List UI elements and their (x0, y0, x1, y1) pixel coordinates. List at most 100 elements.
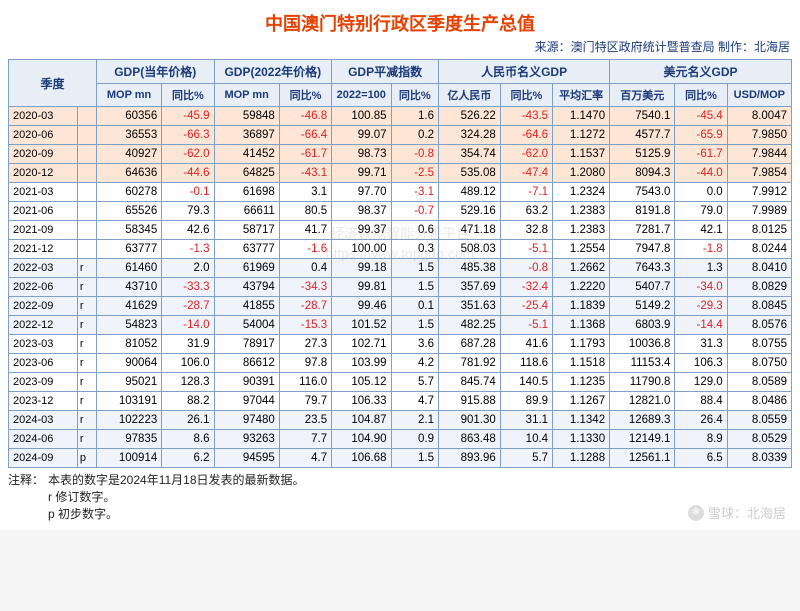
cell-value: 8.0047 (727, 107, 791, 126)
th-quarter: 季度 (9, 60, 97, 107)
cell-flag (77, 164, 96, 183)
cell-value: -28.7 (162, 297, 214, 316)
table-row: 2024-09p1009146.2945954.7106.681.5893.96… (9, 449, 792, 468)
cell-value: 1.2383 (553, 202, 610, 221)
cell-value: 106.33 (332, 392, 391, 411)
cell-value: -32.4 (500, 278, 552, 297)
table-row: 2020-0940927-62.041452-61.798.73-0.8354.… (9, 145, 792, 164)
cell-value: 98.37 (332, 202, 391, 221)
cell-value: 31.3 (675, 335, 727, 354)
cell-value: -0.8 (500, 259, 552, 278)
cell-value: 102.71 (332, 335, 391, 354)
notes-block: 注释：本表的数字是2024年11月18日发表的最新数据。 r 修订数字。 p 初… (8, 472, 792, 522)
cell-value: 54004 (214, 316, 279, 335)
cell-value: 59848 (214, 107, 279, 126)
cell-quarter: 2021-12 (9, 240, 78, 259)
cell-value: 100.85 (332, 107, 391, 126)
cell-value: 6803.9 (610, 316, 675, 335)
cell-value: 97.70 (332, 183, 391, 202)
cell-value: 42.6 (162, 221, 214, 240)
cell-value: 5.7 (500, 449, 552, 468)
cell-value: 6.2 (162, 449, 214, 468)
cell-flag (77, 126, 96, 145)
cell-value: 99.18 (332, 259, 391, 278)
cell-value: 535.08 (439, 164, 501, 183)
cell-quarter: 2021-03 (9, 183, 78, 202)
snowball-icon: ❄ (688, 505, 704, 521)
cell-value: 1.1342 (553, 411, 610, 430)
cell-flag: r (77, 259, 96, 278)
cell-value: 97044 (214, 392, 279, 411)
cell-value: 61460 (96, 259, 161, 278)
table-row: 2024-06r978358.6932637.7104.900.9863.481… (9, 430, 792, 449)
cell-value: 7.9989 (727, 202, 791, 221)
cell-value: 781.92 (439, 354, 501, 373)
cell-value: 106.0 (162, 354, 214, 373)
cell-value: 93263 (214, 430, 279, 449)
cell-value: 54823 (96, 316, 161, 335)
cell-quarter: 2023-09 (9, 373, 78, 392)
note-line1: 注释：本表的数字是2024年11月18日发表的最新数据。 (8, 472, 792, 489)
cell-value: 58717 (214, 221, 279, 240)
cell-flag (77, 107, 96, 126)
cell-value: 63.2 (500, 202, 552, 221)
cell-value: -1.8 (675, 240, 727, 259)
cell-value: 7.9854 (727, 164, 791, 183)
cell-value: 2.1 (391, 411, 439, 430)
cell-value: 0.3 (391, 240, 439, 259)
cell-value: -47.4 (500, 164, 552, 183)
cell-value: 129.0 (675, 373, 727, 392)
cell-value: 1.2324 (553, 183, 610, 202)
cell-value: -2.5 (391, 164, 439, 183)
cell-value: 1.1793 (553, 335, 610, 354)
th-g5: 美元名义GDP (610, 60, 792, 84)
cell-value: 95021 (96, 373, 161, 392)
cell-value: 97480 (214, 411, 279, 430)
cell-value: 63777 (214, 240, 279, 259)
cell-value: 23.5 (279, 411, 331, 430)
cell-quarter: 2022-09 (9, 297, 78, 316)
th-g1: GDP(当年价格) (96, 60, 214, 84)
cell-value: -15.3 (279, 316, 331, 335)
cell-quarter: 2022-03 (9, 259, 78, 278)
cell-value: 105.12 (332, 373, 391, 392)
cell-value: 351.63 (439, 297, 501, 316)
cell-value: 27.3 (279, 335, 331, 354)
cell-quarter: 2023-03 (9, 335, 78, 354)
cell-value: -1.3 (162, 240, 214, 259)
cell-value: -7.1 (500, 183, 552, 202)
cell-quarter: 2023-06 (9, 354, 78, 373)
cell-value: 90064 (96, 354, 161, 373)
th-yoy3: 同比% (391, 84, 439, 107)
cell-value: 7.9844 (727, 145, 791, 164)
cell-flag (77, 221, 96, 240)
cell-value: 1.2220 (553, 278, 610, 297)
cell-value: -14.0 (162, 316, 214, 335)
cell-quarter: 2024-06 (9, 430, 78, 449)
cell-value: 1.1839 (553, 297, 610, 316)
cell-value: 4577.7 (610, 126, 675, 145)
cell-value: 1.2383 (553, 221, 610, 240)
note-line2: r 修订数字。 (8, 489, 792, 506)
cell-value: -43.1 (279, 164, 331, 183)
cell-value: -61.7 (279, 145, 331, 164)
cell-value: 901.30 (439, 411, 501, 430)
cell-value: -62.0 (162, 145, 214, 164)
table-row: 2022-09r41629-28.741855-28.799.460.1351.… (9, 297, 792, 316)
cell-value: 12149.1 (610, 430, 675, 449)
cell-value: 118.6 (500, 354, 552, 373)
cell-value: 2.0 (162, 259, 214, 278)
cell-value: 90391 (214, 373, 279, 392)
cell-flag: r (77, 297, 96, 316)
cell-value: 128.3 (162, 373, 214, 392)
table-header: 季度 GDP(当年价格) GDP(2022年价格) GDP平减指数 人民币名义G… (9, 60, 792, 107)
cell-value: 1.5 (391, 278, 439, 297)
cell-value: 88.4 (675, 392, 727, 411)
cell-quarter: 2020-06 (9, 126, 78, 145)
cell-value: 354.74 (439, 145, 501, 164)
snowball-text: 雪球：北海居 (708, 503, 786, 522)
cell-value: 36897 (214, 126, 279, 145)
cell-value: 893.96 (439, 449, 501, 468)
cell-value: 5407.7 (610, 278, 675, 297)
th-usdmop: USD/MOP (727, 84, 791, 107)
